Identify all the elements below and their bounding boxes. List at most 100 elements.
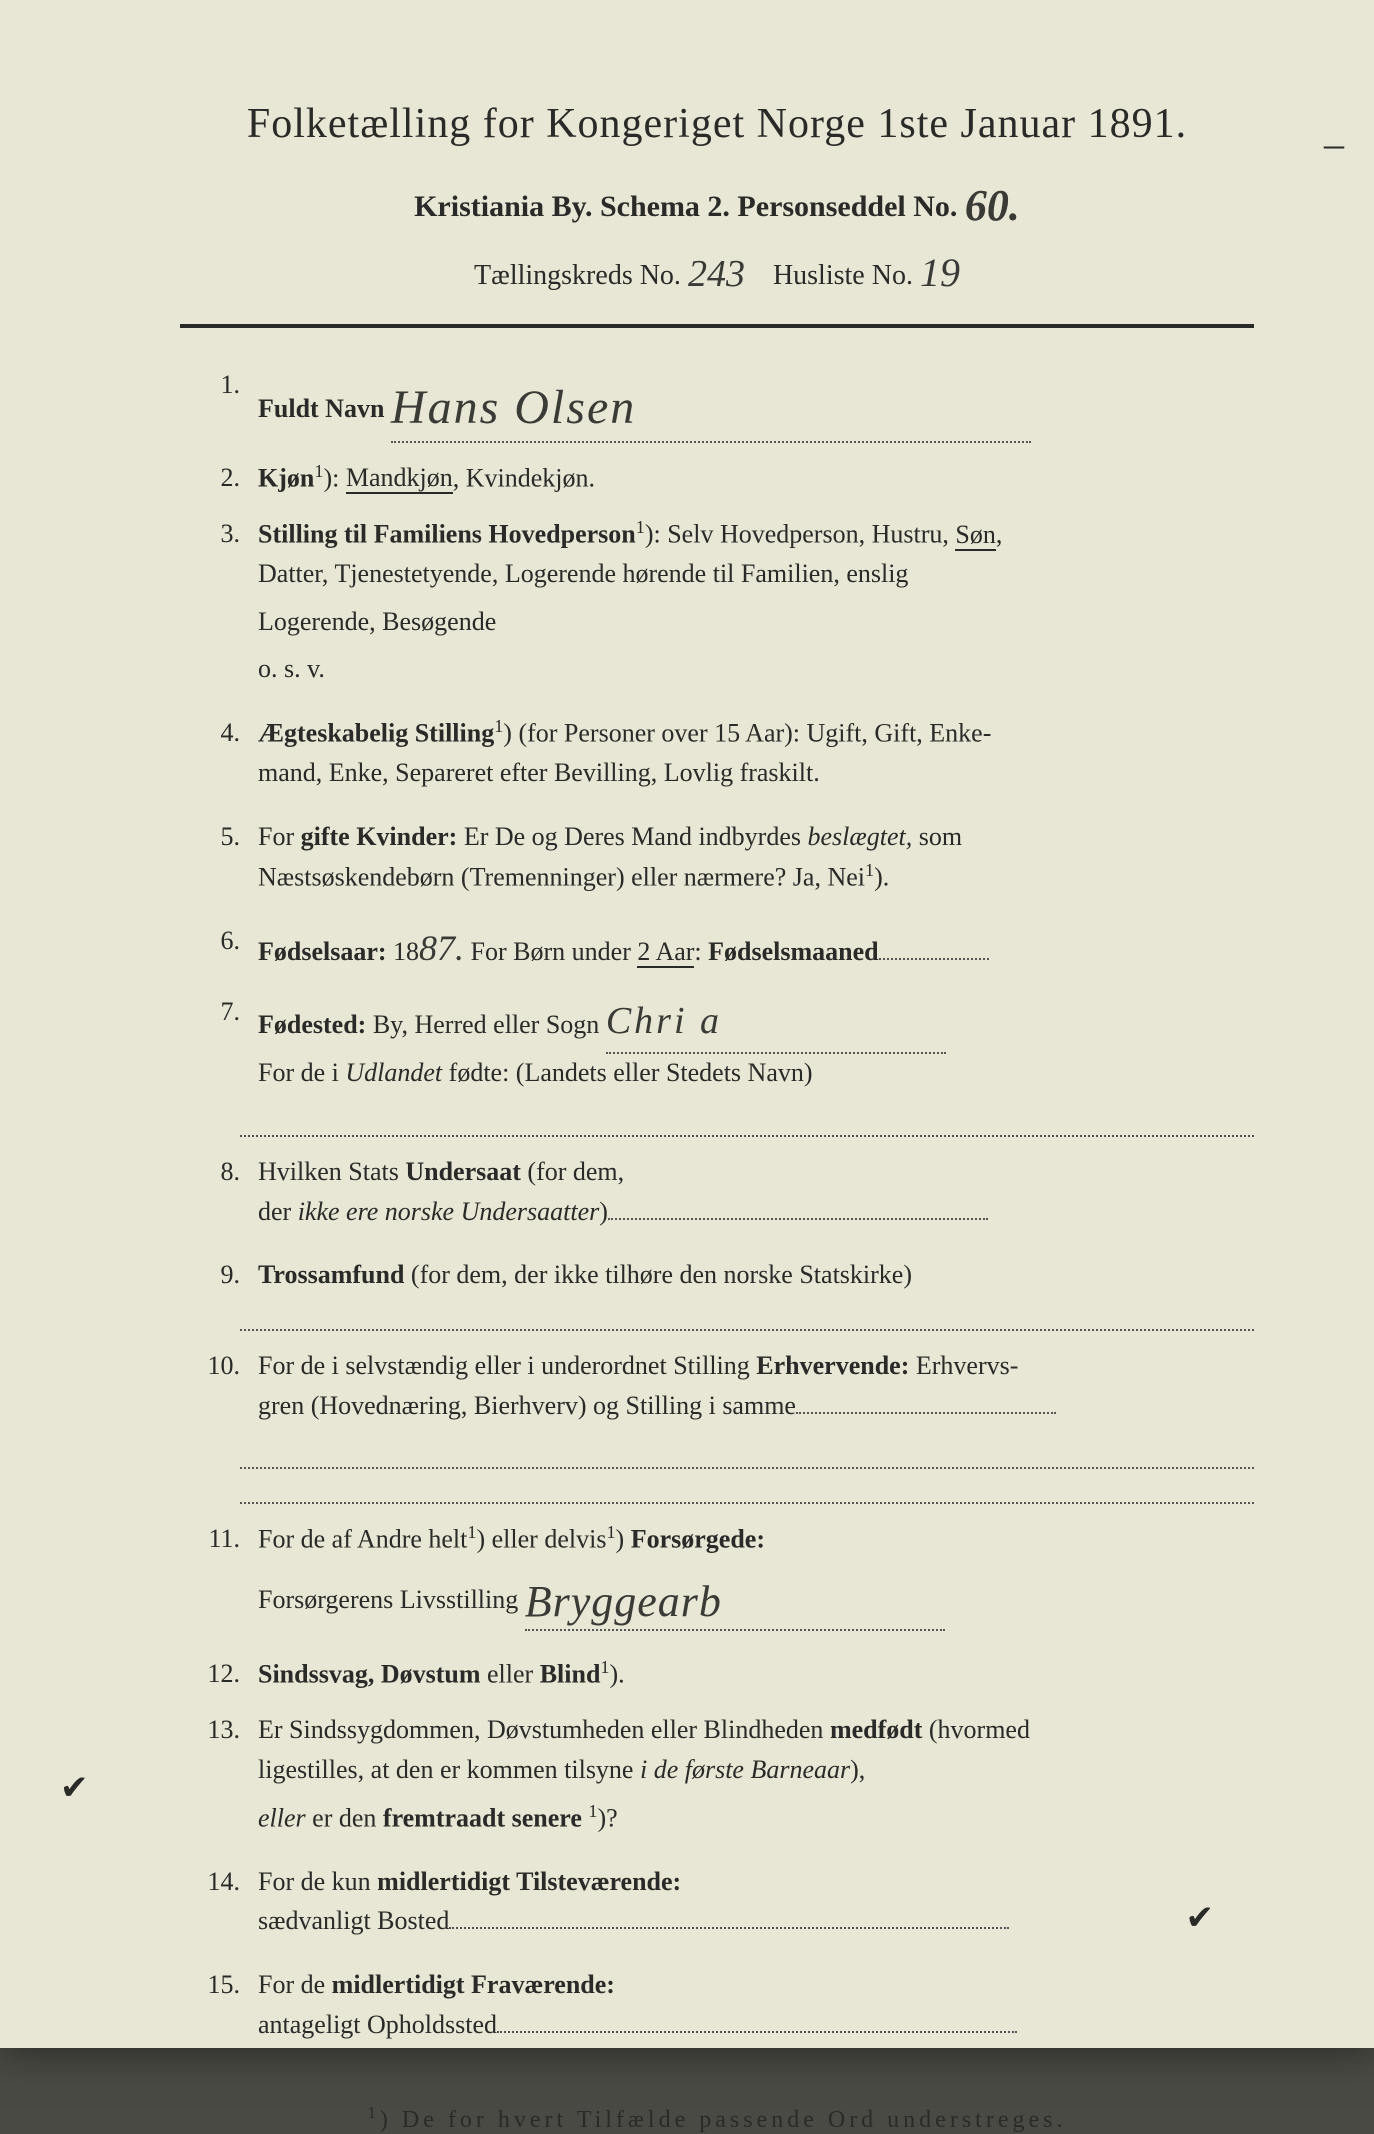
line1c: ) [616,1525,631,1554]
field-5: 5. For gifte Kvinder: Er De og Deres Man… [180,816,1254,906]
italic: Udlandet [345,1058,442,1087]
field-cont: For de i Udlandet fødte: (Landets eller … [258,1052,1254,1094]
field-body: For de kun midlertidigt Tilsteværende: s… [258,1861,1254,1950]
line2a: Næstsøskendebørn (Tremenninger) eller næ… [258,862,865,891]
mid: For Børn under [464,937,637,966]
line3b: er den [306,1803,383,1832]
field-label: Fødselsaar: [258,937,387,966]
form-title: Folketælling for Kongeriget Norge 1ste J… [180,100,1254,148]
form-line3: Tællingskreds No. 243 Husliste No. 19 [180,247,1254,294]
field-cont: eller er den fremtraadt senere 1)? [258,1797,1254,1839]
field-14: 14. For de kun midlertidigt Tilsteværend… [180,1861,1254,1950]
field-body: Hvilken Stats Undersaat (for dem, der ik… [258,1151,1254,1240]
field-num: 2. [180,457,258,499]
field-label: Fødested: [258,1010,366,1039]
personseddel-no: 60. [965,180,1020,231]
gender-selected: Mandkjøn [346,463,453,494]
field-7: 7. Fødested: By, Herred eller Sogn Chri … [180,991,1254,1101]
form-subtitle: Kristiania By. Schema 2. Personseddel No… [180,176,1254,227]
sup: 1 [636,517,645,537]
italic: ikke ere norske Undersaatter [298,1197,600,1226]
dotted-line [240,1483,1254,1504]
field-4: 4. Ægteskabelig Stilling1) (for Personer… [180,712,1254,802]
field-label: gifte Kvinder: [301,822,458,851]
field-cont: antageligt Opholdssted [258,2004,1254,2046]
margin-dash: – [1324,120,1344,167]
footnote-text: ) De for hvert Tilfælde passende Ord und… [380,2107,1067,2133]
line1a: For de af Andre helt [258,1525,467,1554]
line1b: Erhvervs- [909,1351,1018,1380]
line2a: ligestilles, at den er kommen tilsyne [258,1755,640,1784]
line2: gren (Hovednæring, Bierhverv) og Stillin… [258,1391,796,1420]
field-body: Er Sindssygdommen, Døvstumheden eller Bl… [258,1709,1254,1846]
kreds-no: 243 [688,252,745,296]
field-11: 11. For de af Andre helt1) eller delvis1… [180,1518,1254,1639]
line2: sædvanligt Bosted [258,1906,449,1935]
dotted-line [240,1448,1254,1469]
field-body: For de midlertidigt Fraværende: antageli… [258,1964,1254,2053]
field-cont: Datter, Tjenestetyende, Logerende hørend… [258,553,1254,595]
field-num: 6. [180,920,258,978]
field-label: Undersaat [405,1157,521,1186]
italic: i de første Barneaar [640,1755,850,1784]
line2: Forsørgerens Livsstilling [258,1585,525,1614]
field-10: 10. For de i selvstændig eller i underor… [180,1345,1254,1434]
field-body: For de i selvstændig eller i underordnet… [258,1345,1254,1434]
field-body: Fødselsaar: 1887. For Børn under 2 Aar: … [258,920,1254,978]
dotted-line [240,1310,1254,1331]
sup: 1 [588,1801,597,1821]
census-form-page: – Folketælling for Kongeriget Norge 1ste… [0,0,1374,2048]
prefix: 18 [387,937,420,966]
italic: beslægtet, [808,822,913,851]
field-body: Fuldt Navn Hans Olsen [258,364,1254,443]
field-num: 4. [180,712,258,802]
field-body: Sindssvag, Døvstum eller Blind1). [258,1653,1254,1695]
line2b: ). [874,862,889,891]
prefix: For de kun [258,1867,377,1896]
rest: Er De og Deres Mand indbyrdes [457,822,807,851]
field-cont: gren (Hovednæring, Bierhverv) og Stillin… [258,1385,1254,1427]
husliste-no: 19 [920,249,960,296]
blank [796,1412,1056,1414]
field-1: 1. Fuldt Navn Hans Olsen [180,364,1254,443]
field-cont: Forsørgerens Livsstilling Bryggearb [258,1559,1254,1631]
field-label: midlertidigt Fraværende: [332,1970,615,1999]
field-cont: sædvanligt Bosted [258,1900,1254,1942]
field-13: 13. Er Sindssygdommen, Døvstumheden elle… [180,1709,1254,1846]
field-6: 6. Fødselsaar: 1887. For Børn under 2 Aa… [180,920,1254,978]
field-2: 2. Kjøn1): Mandkjøn, Kvindekjøn. [180,457,1254,499]
field-label: Forsørgede: [631,1525,765,1554]
field-num: 9. [180,1254,258,1296]
field-label: Erhvervende: [756,1351,909,1380]
rest2: ). [610,1660,625,1689]
field-num: 7. [180,991,258,1101]
line2: For de i [258,1058,345,1087]
label2: Blind [540,1660,601,1689]
rest: ): [323,463,345,492]
field-cont: o. s. v. [258,648,1254,690]
field-body: Kjøn1): Mandkjøn, Kvindekjøn. [258,457,1254,499]
gender-other: , Kvindekjøn. [453,463,595,492]
field-label: Stilling til Familiens Hovedperson [258,520,636,549]
line2b: ), [850,1755,865,1784]
field-body: For gifte Kvinder: Er De og Deres Mand i… [258,816,1254,906]
line1: Hvilken Stats [258,1157,405,1186]
kreds-label: Tællingskreds No. [474,260,681,291]
dotted-line [240,1116,1254,1137]
line1b: ) eller delvis [476,1525,606,1554]
rest: : [694,937,708,966]
field-label: midlertidigt Tilsteværende: [377,1867,681,1896]
sup: 1 [368,2103,380,2122]
line1b: (for dem, [521,1157,624,1186]
field-num: 10. [180,1345,258,1434]
field-body: Stilling til Familiens Hovedperson1): Se… [258,513,1254,698]
field-label: Sindssvag, Døvstum [258,1660,481,1689]
field-num: 8. [180,1151,258,1240]
field-num: 13. [180,1709,258,1846]
rest: ) (for Personer over 15 Aar): Ugift, Gif… [503,719,991,748]
line2b: ) [599,1197,608,1226]
rest: ): Selv Hovedperson, Hustru, [645,520,956,549]
birth-month-blank [879,958,989,960]
field-label: Kjøn [258,463,314,492]
provider-value: Bryggearb [525,1567,722,1637]
